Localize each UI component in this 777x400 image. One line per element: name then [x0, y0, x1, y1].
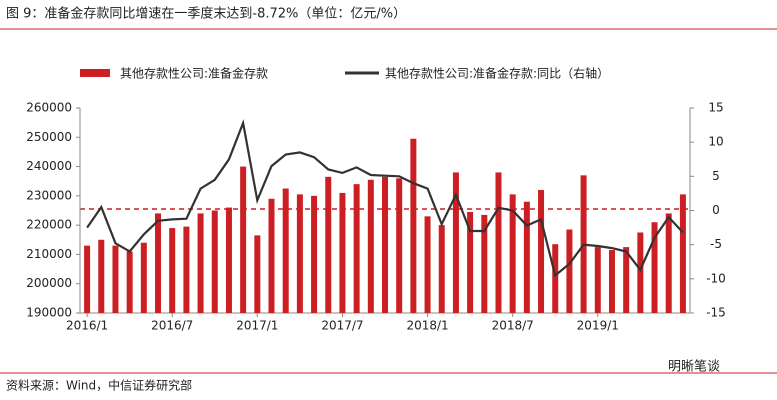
- y-tick-label: 250000: [26, 130, 72, 144]
- legend-label: 其他存款性公司:准备金存款: [120, 66, 268, 81]
- y-tick-label: 240000: [26, 159, 72, 173]
- x-tick-label: 2016/1: [66, 319, 108, 333]
- bar: [126, 251, 133, 313]
- x-tick-label: 2018/7: [492, 319, 534, 333]
- bar: [467, 211, 474, 313]
- bar: [311, 195, 318, 313]
- bar: [254, 235, 261, 313]
- bar: [282, 188, 289, 313]
- legend-swatch: [80, 69, 110, 77]
- y-tick-label: 230000: [26, 188, 72, 202]
- y2-tick-label: 5: [712, 169, 720, 183]
- y2-tick-label: -10: [706, 271, 726, 285]
- bar: [608, 250, 615, 313]
- chart-title: 图 9：准备金存款同比增速在一季度末达到-8.72%（单位：亿元/%）: [6, 6, 406, 22]
- x-tick-label: 2019/1: [577, 319, 619, 333]
- bar: [169, 228, 176, 313]
- bar: [637, 232, 644, 313]
- bar: [98, 239, 105, 313]
- bar: [396, 178, 403, 313]
- bar: [353, 184, 360, 313]
- bar: [197, 213, 204, 313]
- x-tick-label: 2018/1: [406, 319, 448, 333]
- bar: [240, 166, 247, 313]
- x-tick-label: 2017/1: [236, 319, 278, 333]
- bar: [495, 172, 502, 313]
- bar: [538, 190, 545, 313]
- bar: [410, 138, 417, 313]
- bar: [665, 213, 672, 313]
- y-tick-label: 260000: [26, 101, 72, 115]
- bar: [382, 176, 388, 313]
- y-tick-label: 220000: [26, 218, 72, 232]
- bar: [183, 226, 190, 313]
- bar: [424, 216, 431, 313]
- y2-tick-label: 0: [712, 203, 720, 217]
- bar: [155, 213, 162, 313]
- source-note: 资料来源：Wind，中信证券研究部: [6, 378, 192, 393]
- y2-tick-label: 15: [708, 101, 723, 115]
- bar: [268, 198, 275, 313]
- y-tick-label: 200000: [26, 276, 72, 290]
- legend-label: 其他存款性公司:准备金存款:同比（右轴）: [385, 66, 609, 81]
- bar: [367, 179, 374, 313]
- bar: [509, 194, 516, 313]
- y-tick-label: 210000: [26, 247, 72, 261]
- bar: [438, 225, 445, 313]
- bar: [566, 229, 573, 313]
- y-tick-label: 190000: [26, 306, 72, 320]
- bar: [325, 176, 332, 313]
- bar: [140, 242, 147, 313]
- bar: [112, 245, 119, 313]
- bar: [225, 207, 232, 313]
- y2-tick-label: 10: [708, 135, 723, 149]
- bar: [84, 245, 91, 313]
- x-tick-label: 2017/7: [321, 319, 363, 333]
- bar: [296, 194, 303, 313]
- x-tick-label: 2016/7: [151, 319, 193, 333]
- watermark: 明晰笔谈: [668, 359, 720, 375]
- line: [86, 118, 684, 278]
- bar: [651, 222, 658, 313]
- bar: [552, 244, 559, 313]
- bar: [594, 247, 601, 313]
- bar: [339, 192, 346, 313]
- bar: [481, 214, 488, 313]
- bar: [523, 201, 530, 313]
- bar: [211, 210, 218, 313]
- bar: [679, 194, 686, 313]
- bar: [452, 172, 459, 313]
- y2-tick-label: -5: [710, 237, 722, 251]
- bar: [623, 247, 630, 313]
- y2-tick-label: -15: [706, 306, 726, 320]
